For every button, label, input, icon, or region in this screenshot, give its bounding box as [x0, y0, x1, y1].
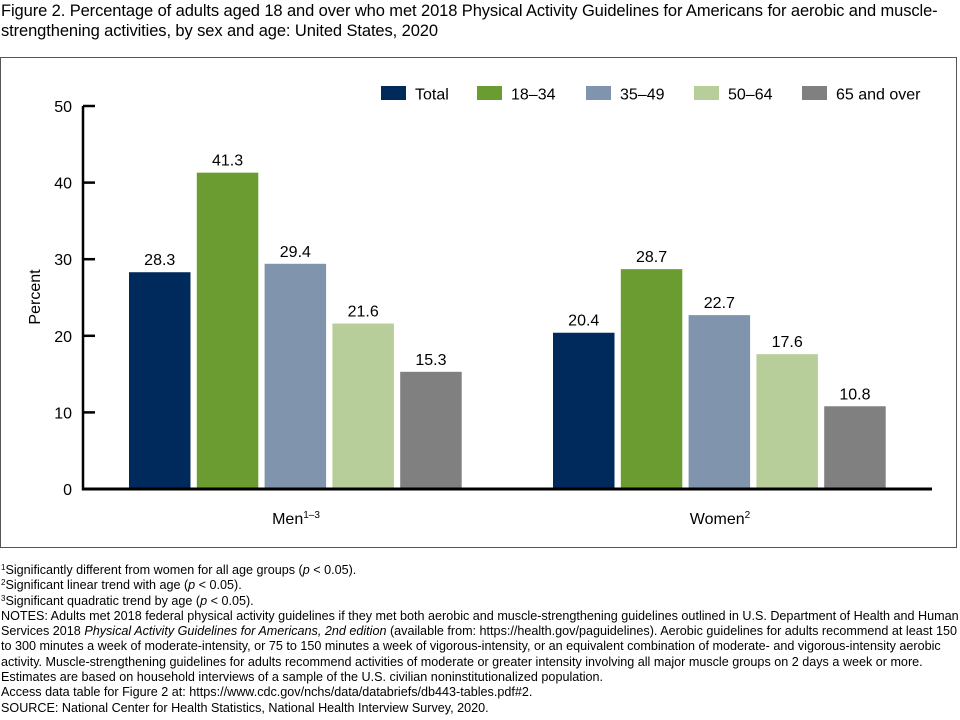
- legend-swatch: [381, 86, 406, 100]
- legend-label: 65 and over: [836, 87, 921, 104]
- bar-50-64-men: [332, 323, 394, 489]
- bar-value-label: 22.7: [704, 295, 735, 312]
- y-axis: 0 10 20 30 40 50: [54, 99, 932, 499]
- bar-35-49-men: [264, 263, 327, 489]
- y-tick-label: 40: [54, 176, 72, 193]
- y-tick-label: 20: [54, 329, 72, 346]
- x-axis-categories: Men1–3 Women2: [272, 510, 751, 528]
- footnote-1: 1Significantly different from women for …: [1, 563, 357, 577]
- bar-value-label: 17.6: [772, 334, 803, 351]
- legend-label: Total: [415, 87, 449, 104]
- bar-total-men: [129, 272, 191, 489]
- bar-value-label: 20.4: [568, 313, 599, 330]
- y-tick-label: 10: [54, 405, 72, 422]
- bar-labels-group: 28.3 20.4 41.3 28.7 29.4 22.7 21.6 17.6 15.3 10.8: [144, 153, 870, 404]
- legend-swatch: [694, 86, 719, 100]
- bar-value-label: 21.6: [348, 304, 379, 321]
- bar-value-label: 15.3: [415, 352, 446, 369]
- bar-value-label: 28.7: [636, 249, 667, 266]
- legend-label: 35–49: [620, 87, 665, 104]
- legend-swatch: [586, 86, 611, 100]
- bar-18-34-women: [620, 269, 683, 489]
- legend-swatch: [477, 86, 502, 100]
- y-axis-label: Percent: [27, 269, 44, 325]
- y-tick-label: 50: [54, 99, 72, 116]
- x-category-label-men: Men1–3: [272, 510, 320, 528]
- source-text: SOURCE: National Center for Health Stati…: [1, 700, 489, 715]
- bars-group: [129, 172, 886, 489]
- bar-value-label: 28.3: [144, 252, 175, 269]
- notes-section: 1Significantly different from women for …: [1, 563, 959, 716]
- y-tick-label: 30: [54, 252, 72, 269]
- data-table-access: Access data table for Figure 2 at: https…: [1, 685, 533, 700]
- bar-value-label: 29.4: [280, 244, 311, 261]
- legend-label: 18–34: [511, 87, 556, 104]
- bar-chart: 28.3 20.4 41.3 28.7 29.4 22.7 21.6 17.6 15.3 10.8…: [27, 86, 932, 528]
- chart-frame: [0, 57, 957, 548]
- legend: Total 18–34 35–49 50–64 65 and over: [381, 86, 921, 104]
- bar-18-34-men: [196, 172, 259, 489]
- bar-50-64-women: [756, 354, 818, 489]
- footnote-3: 3Significant quadratic trend by age (p <…: [1, 593, 254, 608]
- bar-value-label: 41.3: [212, 153, 243, 170]
- figure-title: Figure 2. Percentage of adults aged 18 a…: [1, 2, 938, 40]
- legend-label: 50–64: [728, 87, 773, 104]
- notes-text: NOTES: Adults met 2018 federal physical …: [1, 608, 959, 685]
- bar-value-label: 10.8: [839, 386, 870, 403]
- bar-65-and-over-men: [400, 371, 462, 489]
- bar-total-women: [553, 332, 615, 489]
- bar-65-and-over-women: [824, 406, 886, 489]
- y-tick-label: 0: [63, 482, 72, 499]
- x-category-label-women: Women2: [690, 510, 751, 528]
- legend-swatch: [802, 86, 827, 100]
- footnote-2: 2Significant linear trend with age (p < …: [1, 578, 242, 593]
- bar-35-49-women: [688, 315, 751, 489]
